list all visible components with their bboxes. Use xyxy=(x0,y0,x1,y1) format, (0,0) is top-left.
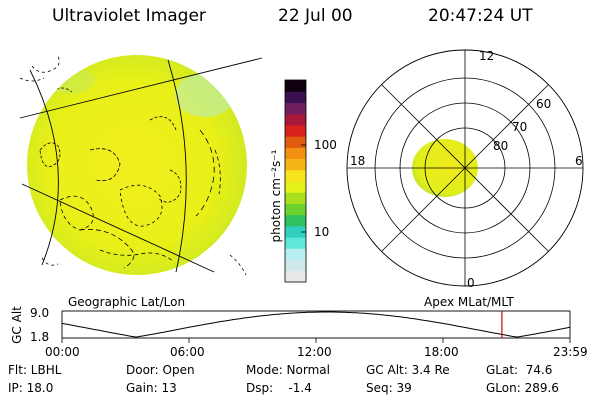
dsp-readout: Dsp: -1.4 xyxy=(246,381,312,395)
colorbar-cell xyxy=(285,80,306,92)
mlat-label-70: 70 xyxy=(512,120,528,134)
colorbar-tick-10: 10 xyxy=(314,225,330,239)
colorbar-cell xyxy=(285,225,306,238)
xtick-1800: 18:00 xyxy=(424,345,459,359)
timeline-ymin: 1.8 xyxy=(30,330,50,344)
time-readout: 20:47:24 UT xyxy=(428,6,533,26)
colorbar-cell xyxy=(285,147,306,160)
colorbar-cell xyxy=(285,181,306,193)
date-readout: 22 Jul 00 xyxy=(278,6,353,26)
colorbar-cell xyxy=(285,270,306,283)
geo-panel-label: Geographic Lat/Lon xyxy=(68,295,186,309)
colorbar-cell xyxy=(285,214,306,227)
colorbar-cell xyxy=(285,259,306,272)
door-readout: Door: Open xyxy=(126,363,195,377)
colorbar-tick-100: 100 xyxy=(314,138,337,152)
timeline-ymax: 9.0 xyxy=(30,306,50,320)
colorbar-cell xyxy=(285,237,306,249)
mlt-label-18: 18 xyxy=(350,154,366,168)
polar-panel-label: Apex MLat/MLT xyxy=(424,295,514,309)
app-title: Ultraviolet Imager xyxy=(52,6,206,26)
xtick-2359: 23:59 xyxy=(553,345,588,359)
colorbar-cell xyxy=(285,169,306,182)
glon-readout: GLon: 289.6 xyxy=(486,381,559,395)
colorbar-unit-label: photon cm⁻²s⁻¹ xyxy=(269,149,283,243)
xtick-0000: 00:00 xyxy=(45,345,80,359)
colorbar-cell xyxy=(285,136,306,148)
altitude-curve xyxy=(61,311,571,338)
mlt-label-12: 12 xyxy=(479,49,495,63)
altitude-timeline xyxy=(61,310,571,343)
mlat-label-80: 80 xyxy=(493,139,509,153)
colorbar xyxy=(284,79,307,283)
polar-plot xyxy=(346,49,584,287)
colorbar-cell xyxy=(285,113,306,126)
gcalt-readout: GC Alt: 3.4 Re xyxy=(366,363,450,377)
mlat-label-60: 60 xyxy=(536,97,552,111)
filter-readout: Flt: LBHL xyxy=(8,363,62,377)
colorbar-cell xyxy=(285,102,306,115)
seq-readout: Seq: 39 xyxy=(366,381,412,395)
colorbar-cell xyxy=(285,91,306,103)
lat-lon-grid xyxy=(19,57,263,273)
mlt-label-0: 0 xyxy=(467,276,475,290)
colorbar-cell xyxy=(285,203,306,216)
mode-readout: Mode: Normal xyxy=(246,363,330,377)
colorbar-cell xyxy=(285,192,306,204)
ip-readout: IP: 18.0 xyxy=(8,381,54,395)
xtick-0600: 06:00 xyxy=(170,345,205,359)
xtick-1200: 12:00 xyxy=(297,345,332,359)
mlt-label-6: 6 xyxy=(575,154,583,168)
glat-readout: GLat: 74.6 xyxy=(486,363,553,377)
colorbar-cell xyxy=(285,124,306,137)
gain-readout: Gain: 13 xyxy=(126,381,177,395)
coastline-outside xyxy=(19,55,247,276)
timeline-ylabel: GC Alt xyxy=(9,306,24,344)
geographic-image xyxy=(19,55,263,276)
colorbar-cell xyxy=(285,158,306,171)
colorbar-cell xyxy=(285,248,306,261)
